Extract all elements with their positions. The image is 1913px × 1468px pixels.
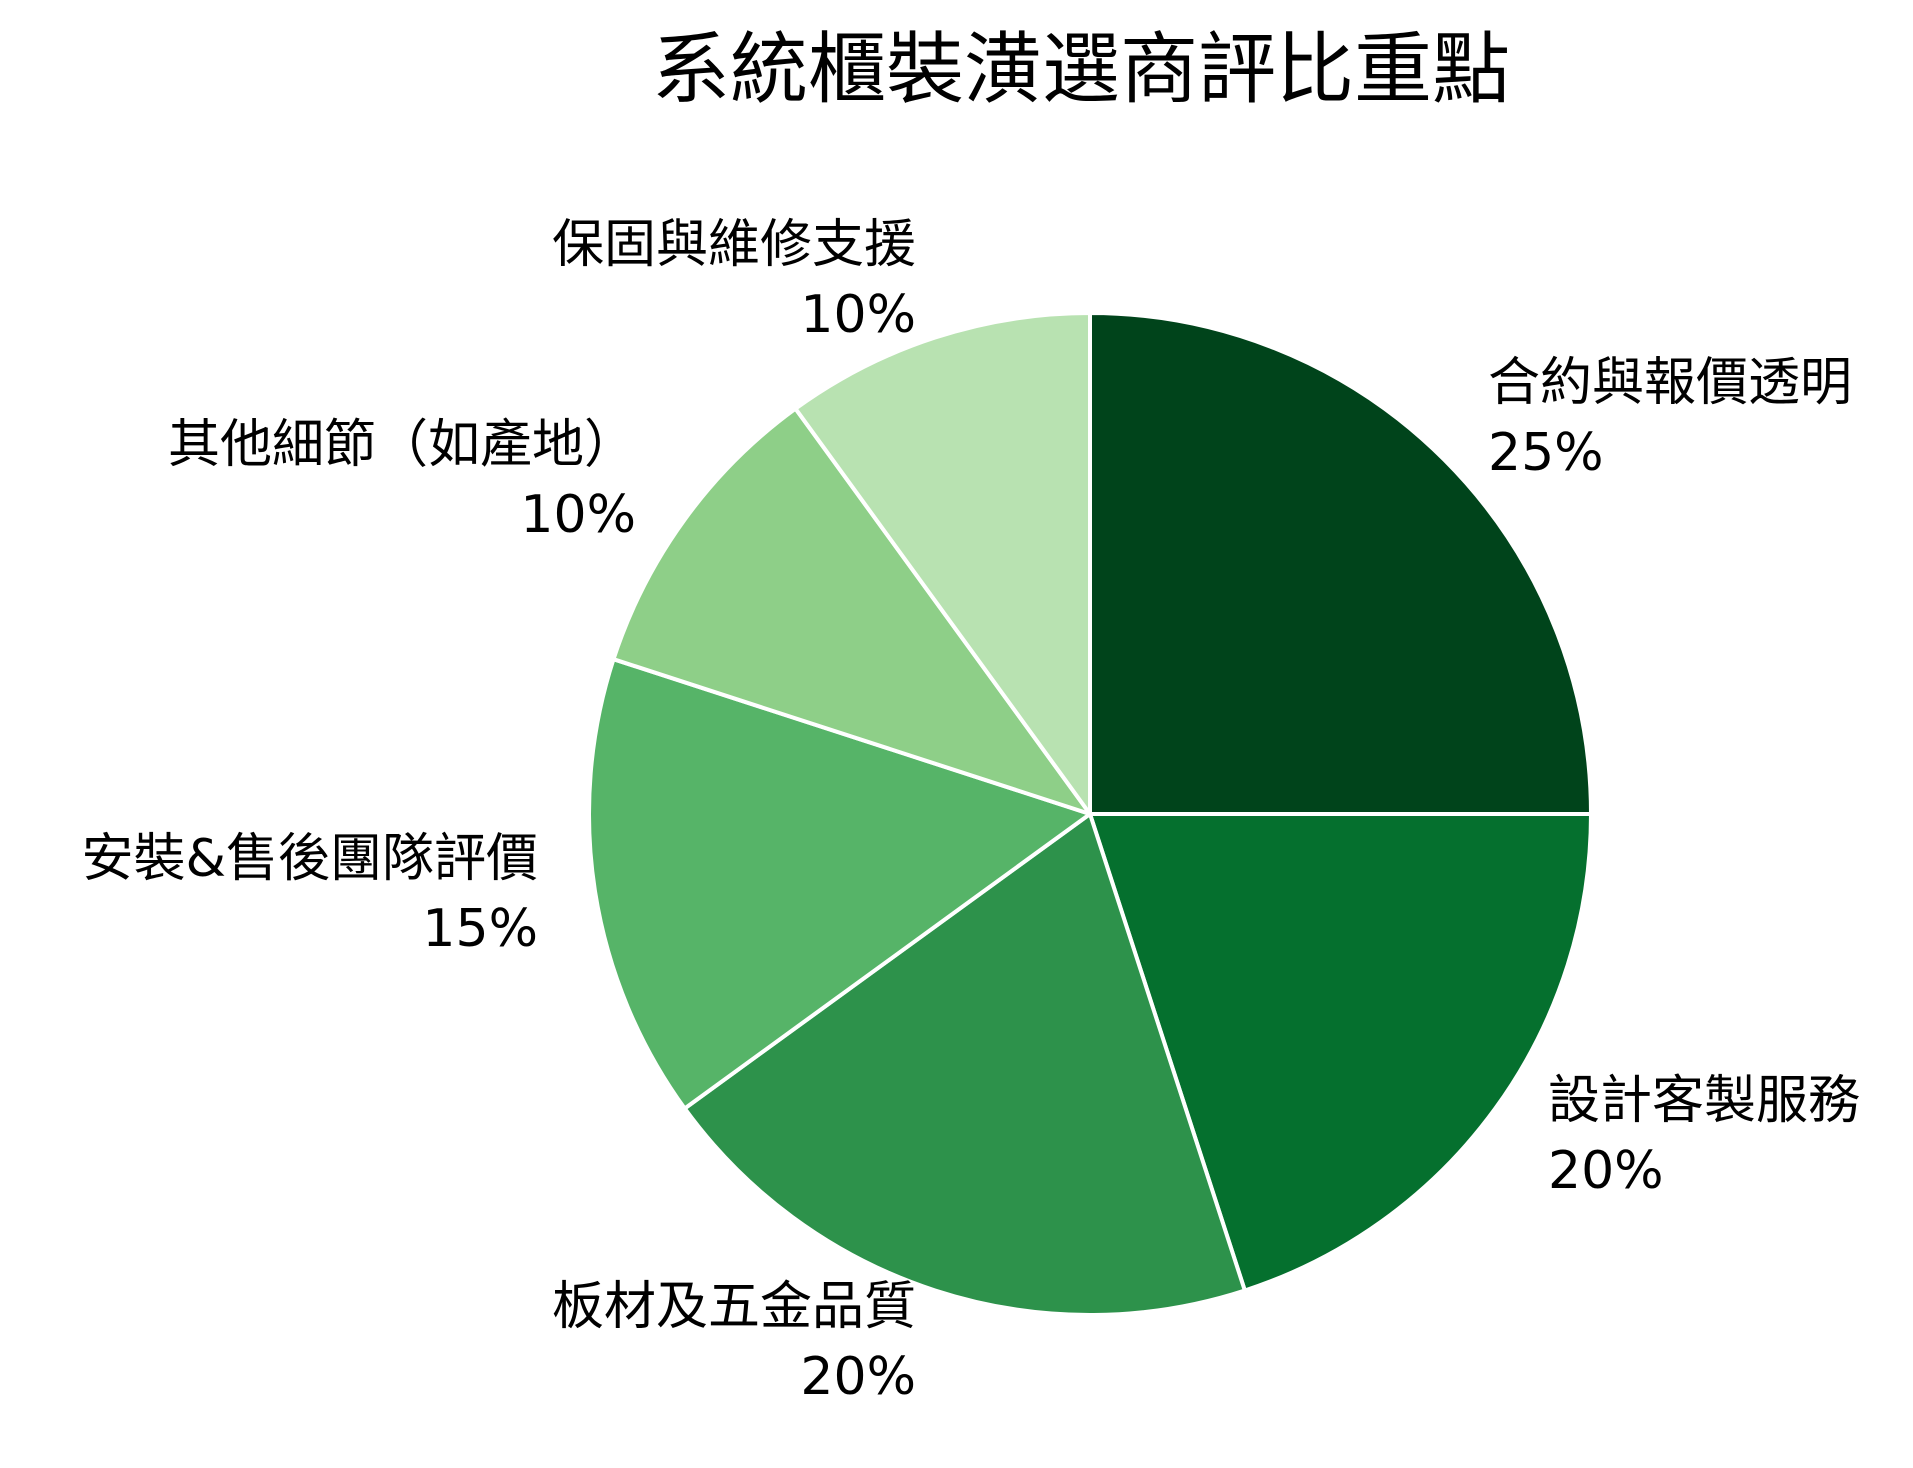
pie-slice (1088, 311, 1593, 816)
pie-slices (587, 311, 1593, 1317)
slice-value-label: 10% (800, 285, 916, 345)
slice-label: 保固與維修支援 (552, 215, 916, 275)
slice-label: 其他細節（如產地） (168, 415, 636, 475)
slice-value-label: 20% (1548, 1141, 1664, 1201)
slice-value-label: 20% (800, 1347, 916, 1407)
pie-slice (587, 657, 1092, 1111)
slice-label: 安裝&售後團隊評價 (81, 829, 538, 889)
pie-slice (1088, 812, 1593, 1293)
pie-slice (611, 406, 1092, 816)
slice-value-label: 15% (422, 899, 538, 959)
slice-labels: 合約與報價透明 25% 設計客製服務 20% 板材及五金品質 20% 安裝&售後團隊評價 15… (81, 215, 1860, 1407)
pie-slice (793, 311, 1092, 816)
chart-title: 系統櫃裝潢選商評比重點 (652, 25, 1510, 115)
slice-label: 合約與報價透明 (1488, 353, 1852, 413)
slice-label: 設計客製服務 (1548, 1071, 1860, 1131)
slice-value-label: 10% (520, 485, 636, 545)
slice-value-label: 25% (1488, 423, 1604, 483)
slice-label: 板材及五金品質 (552, 1277, 916, 1337)
pie-slice (682, 812, 1247, 1317)
